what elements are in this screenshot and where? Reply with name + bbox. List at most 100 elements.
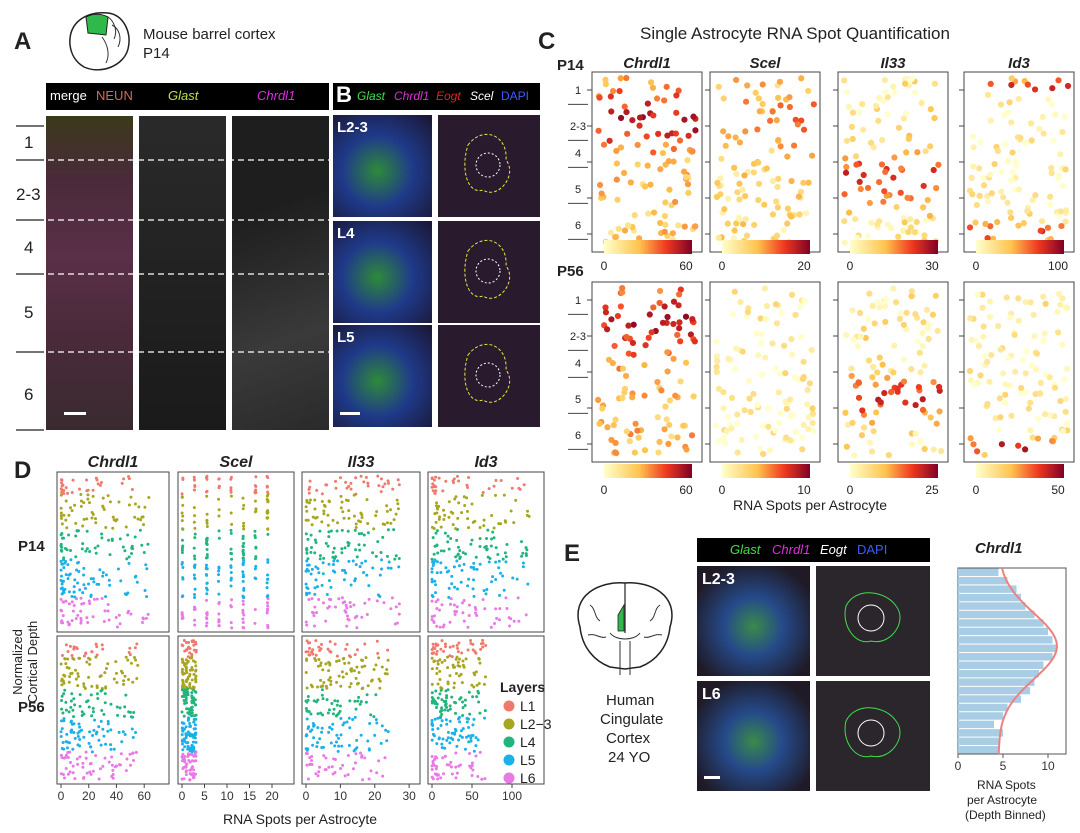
panel-d-astrocyte-point xyxy=(518,487,522,491)
panel-d-astrocyte-point xyxy=(351,767,355,771)
panel-d-astrocyte-point xyxy=(94,517,98,521)
panel-d-astrocyte-point xyxy=(438,678,442,682)
panel-c-astrocyte-dot xyxy=(617,303,624,310)
panel-d-astrocyte-point xyxy=(318,529,322,533)
panel-d-astrocyte-point xyxy=(66,657,70,661)
panel-b-merge-image: L5 xyxy=(333,325,432,427)
panel-c-astrocyte-dot xyxy=(1059,128,1066,136)
panel-c-astrocyte-dot xyxy=(794,121,801,128)
panel-d-astrocyte-point xyxy=(436,716,440,720)
panel-c-astrocyte-dot xyxy=(911,229,918,236)
stain-neun: NEUN xyxy=(96,88,133,103)
panel-d-astrocyte-point xyxy=(133,535,137,539)
panel-d-astrocyte-point xyxy=(334,605,338,609)
panel-c-astrocyte-dot xyxy=(734,420,741,427)
panel-d-astrocyte-point xyxy=(430,667,434,671)
panel-c-astrocyte-dot xyxy=(713,368,720,375)
panel-d-astrocyte-point xyxy=(469,736,473,740)
panel-c-astrocyte-dot xyxy=(901,219,908,226)
panel-d-astrocyte-point xyxy=(443,645,447,649)
panel-d-astrocyte-point xyxy=(340,551,344,555)
panel-c-astrocyte-dot xyxy=(741,407,748,414)
panel-c-astrocyte-dot xyxy=(1003,294,1010,301)
panel-c-astrocyte-dot xyxy=(643,133,650,140)
panel-d-astrocyte-point xyxy=(349,487,353,491)
panel-d-astrocyte-point xyxy=(145,595,149,599)
panel-d-astrocyte-point xyxy=(126,591,130,595)
panel-d-astrocyte-point xyxy=(461,706,465,710)
panel-c-astrocyte-dot xyxy=(685,132,692,139)
panel-d-astrocyte-point xyxy=(354,676,358,680)
panel-d-astrocyte-point xyxy=(434,531,438,535)
panel-c-astrocyte-dot xyxy=(972,219,979,226)
panel-d-astrocyte-point xyxy=(253,529,257,533)
panel-c-astrocyte-dot xyxy=(929,311,937,318)
panel-d-astrocyte-point xyxy=(464,552,468,556)
panel-c-astrocyte-dot xyxy=(915,383,922,391)
panel-d-gene-label: Id3 xyxy=(474,454,497,471)
panel-d-astrocyte-point xyxy=(190,732,194,736)
panel-d-astrocyte-point xyxy=(370,678,374,682)
panel-d-astrocyte-point xyxy=(460,651,464,655)
panel-c-astrocyte-dot xyxy=(775,94,782,101)
panel-d-astrocyte-point xyxy=(465,483,469,487)
panel-d-astrocyte-point xyxy=(181,748,185,752)
panel-d-astrocyte-point xyxy=(205,494,209,498)
panel-d-astrocyte-point xyxy=(454,765,458,769)
panel-c-astrocyte-dot xyxy=(857,309,864,317)
panel-d-astrocyte-point xyxy=(455,744,459,748)
panel-c-astrocyte-dot xyxy=(759,422,767,429)
panel-d-astrocyte-point xyxy=(467,734,471,738)
panel-d-xlabel: RNA Spots per Astrocyte xyxy=(223,811,377,827)
panel-c-astrocyte-dot xyxy=(642,342,649,349)
panel-d-astrocyte-point xyxy=(358,702,362,706)
panel-c-astrocyte-dot xyxy=(730,235,737,242)
panel-d-astrocyte-point xyxy=(345,486,349,490)
panel-d-gene-label: Chrdl1 xyxy=(88,454,139,471)
panel-d-astrocyte-point xyxy=(190,694,194,698)
panel-d-astrocyte-point xyxy=(348,685,352,689)
panel-c-astrocyte-dot xyxy=(773,232,781,239)
panel-c-astrocyte-dot xyxy=(734,449,741,456)
panel-c-astrocyte-dot xyxy=(841,77,848,84)
panel-d-astrocyte-point xyxy=(74,555,78,559)
panel-c-astrocyte-dot xyxy=(986,314,994,321)
panel-d-astrocyte-point xyxy=(138,528,142,532)
panel-d-astrocyte-point xyxy=(385,667,389,671)
panel-d-astrocyte-point xyxy=(311,721,315,725)
panel-c-astrocyte-dot xyxy=(1047,193,1054,200)
panel-c-astrocyte-dot xyxy=(1023,348,1030,355)
panel-d-astrocyte-point xyxy=(85,660,89,664)
panel-c-astrocyte-dot xyxy=(808,346,815,354)
panel-d-astrocyte-point xyxy=(92,597,96,601)
panel-d-astrocyte-point xyxy=(386,479,390,483)
panel-d-astrocyte-point xyxy=(462,665,466,669)
panel-c-astrocyte-dot xyxy=(661,213,669,220)
panel-d-astrocyte-point xyxy=(330,702,334,706)
panel-c-astrocyte-dot xyxy=(752,89,759,96)
panel-d-astrocyte-point xyxy=(360,561,364,565)
panel-d-astrocyte-point xyxy=(435,501,439,505)
panel-d-astrocyte-point xyxy=(437,608,441,612)
panel-c-astrocyte-dot xyxy=(1062,395,1070,403)
panel-d-astrocyte-point xyxy=(100,596,104,600)
panel-d-astrocyte-point xyxy=(188,672,192,676)
panel-c-astrocyte-dot xyxy=(721,206,728,213)
panel-d-astrocyte-point xyxy=(180,670,184,674)
panel-d-astrocyte-point xyxy=(64,755,68,759)
panel-d-astrocyte-point xyxy=(307,653,311,657)
panel-d-astrocyte-point xyxy=(76,581,80,585)
panel-c-astrocyte-dot xyxy=(798,75,805,82)
panel-d-astrocyte-point xyxy=(241,599,245,603)
panel-c-astrocyte-dot xyxy=(676,137,684,144)
panel-c-astrocyte-dot xyxy=(970,441,977,448)
panel-c-astrocyte-dot xyxy=(644,100,651,107)
panel-d-astrocyte-point xyxy=(217,514,221,518)
panel-c-astrocyte-dot xyxy=(920,182,927,190)
panel-d-astrocyte-point xyxy=(349,583,353,587)
panel-d-astrocyte-point xyxy=(217,579,221,583)
panel-d-astrocyte-point xyxy=(512,619,516,623)
panel-d-astrocyte-point xyxy=(447,547,451,551)
panel-d-legend-label: L6 xyxy=(520,770,536,786)
panel-c-astrocyte-dot xyxy=(926,212,934,219)
